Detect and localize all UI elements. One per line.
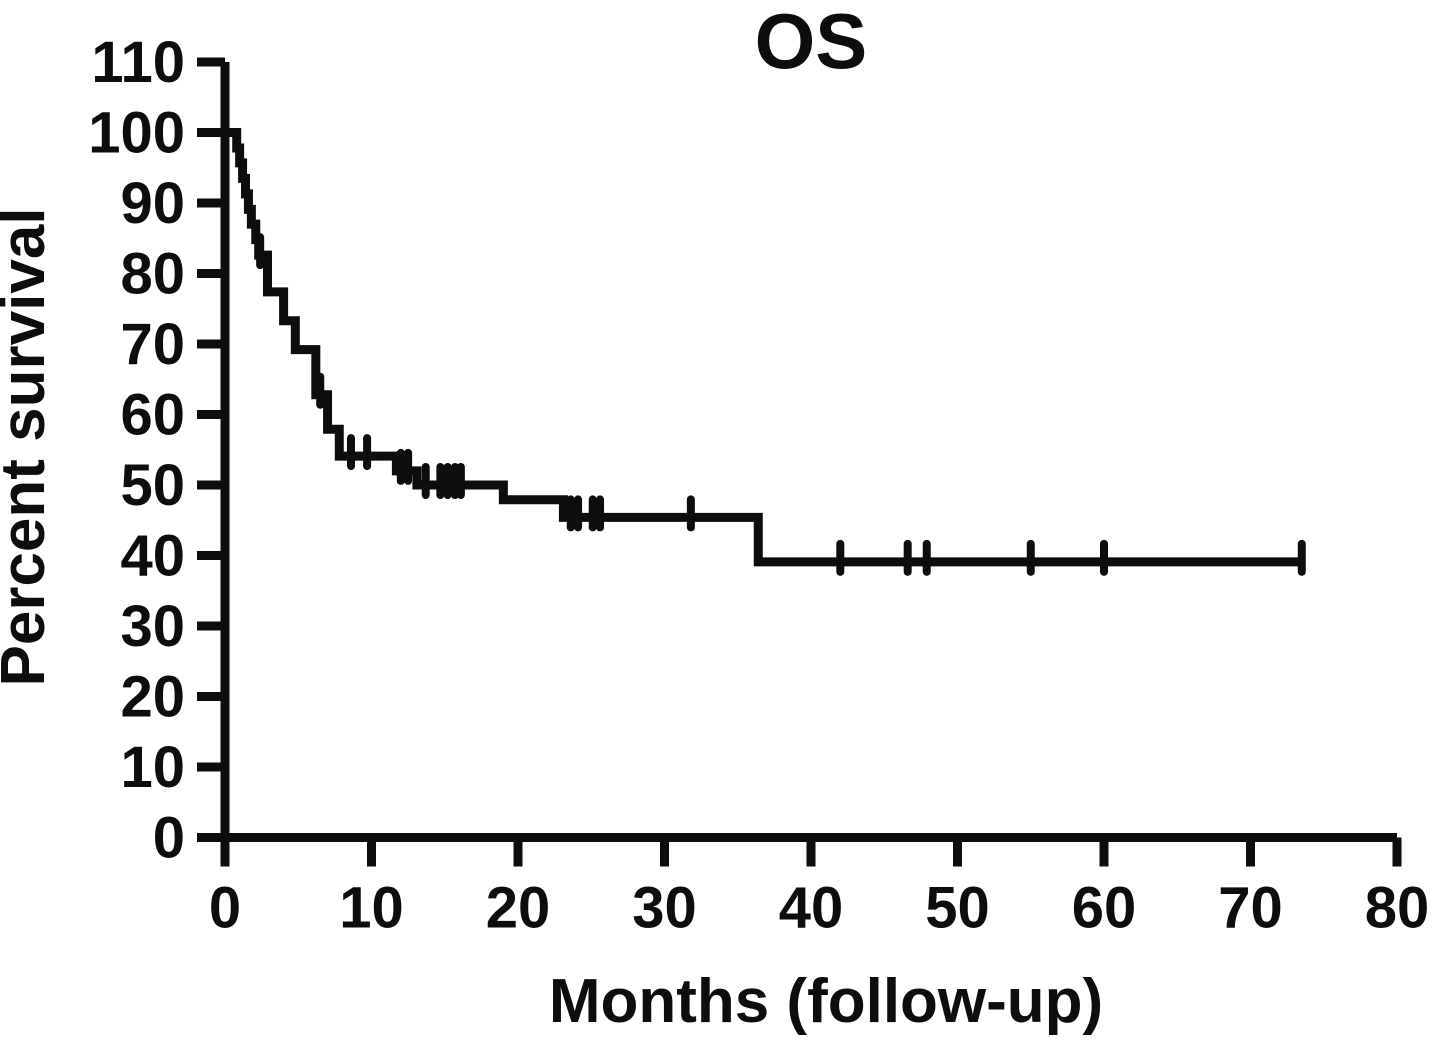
y-tick-label: 40 [120,524,185,589]
y-tick-label: 110 [91,30,185,95]
x-tick-label: 80 [1365,876,1430,941]
y-tick-label: 60 [120,383,185,448]
y-tick-label: 50 [120,453,185,518]
y-tick-label: 0 [153,806,185,871]
axis-tick-marks [197,57,1402,867]
x-tick-label: 30 [632,876,697,941]
x-tick-label: 50 [925,876,990,941]
x-tick-label: 60 [1072,876,1137,941]
y-tick-label: 10 [120,735,185,800]
y-tick-label: 30 [120,594,185,659]
y-tick-label: 90 [120,171,185,236]
censor-tick-marks [256,233,1306,576]
x-tick-label: 40 [779,876,844,941]
y-tick-label: 80 [120,242,185,307]
x-axis-label: Months (follow-up) [549,967,1103,1036]
survival-curve [225,128,1302,567]
x-tick-label: 20 [486,876,551,941]
y-axis-label: Percent survival [0,207,58,686]
x-tick-label: 10 [339,876,404,941]
tick-path [197,57,1402,867]
x-tick-labels: 0 10 20 30 40 50 60 70 80 [209,876,1429,941]
chart-title: OS [755,0,868,85]
y-tick-label: 100 [88,101,185,166]
x-tick-label: 0 [209,876,241,941]
y-tick-label: 70 [120,312,185,377]
x-tick-label: 70 [1218,876,1283,941]
y-tick-label: 20 [120,665,185,730]
